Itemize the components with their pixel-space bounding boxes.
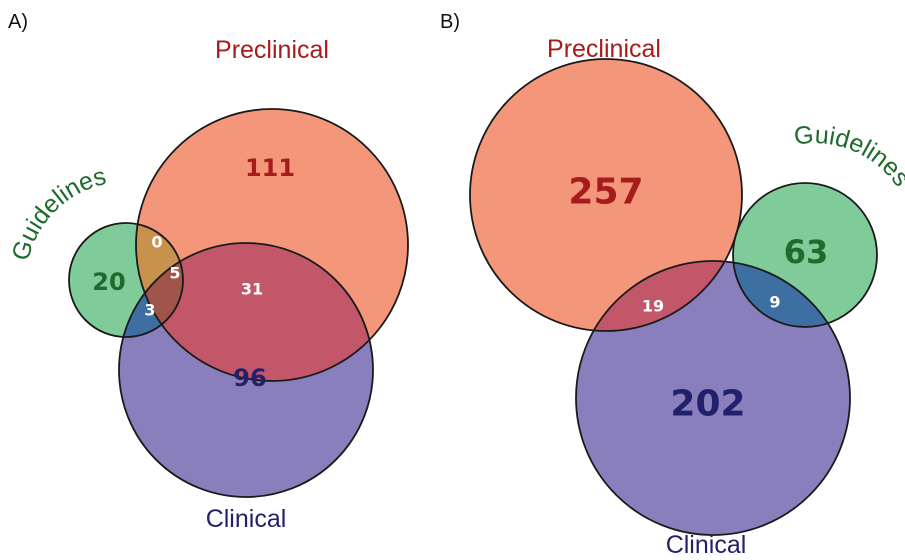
panel-b-guidelines-label: Guidelines — [793, 121, 905, 192]
panel-a-all-three-count: 5 — [169, 264, 180, 283]
panel-b-preclinical-label: Preclinical — [547, 35, 661, 63]
panel-a-preclinical-outline — [135, 108, 409, 382]
panel-a-pre-gui-count: 0 — [151, 233, 162, 252]
panel-b-clinical-label: Clinical — [666, 531, 747, 559]
panel-a-gui-cli-count: 3 — [144, 301, 155, 320]
panel-a-guidelines-only-count: 20 — [92, 268, 125, 296]
panel-a-clinical-only-count: 96 — [233, 364, 266, 392]
panel-b-clinical-only-count: 202 — [670, 384, 745, 425]
panel-b-guidelines-only-count: 63 — [784, 233, 829, 271]
panel-b-pre-cli-count: 19 — [642, 297, 664, 316]
panel-b-preclinical-outline — [469, 58, 743, 332]
panel-a-label: A) — [8, 11, 28, 33]
panel-b-label: B) — [440, 11, 460, 33]
panel-a-pre-cli-count: 31 — [241, 280, 263, 299]
panel-b-guidelines-outline — [732, 182, 878, 328]
panel-b-preclinical-only-count: 257 — [568, 172, 643, 213]
panel-a-preclinical-label: Preclinical — [215, 36, 329, 64]
panel-b-clinical-circle — [576, 261, 850, 535]
panel-b-preclinical-circle — [470, 59, 742, 331]
panel-a-pre-cli-region — [136, 243, 373, 381]
panel-a-preclinical-only-count: 111 — [245, 154, 295, 182]
panel-a-clinical-label: Clinical — [206, 505, 287, 533]
panel-b-clinical-outline — [575, 260, 851, 536]
panel-a-clinical-outline — [118, 242, 374, 498]
panel-a-guidelines-outline — [68, 222, 184, 338]
panel-b-gui-cli-count: 9 — [769, 293, 780, 312]
